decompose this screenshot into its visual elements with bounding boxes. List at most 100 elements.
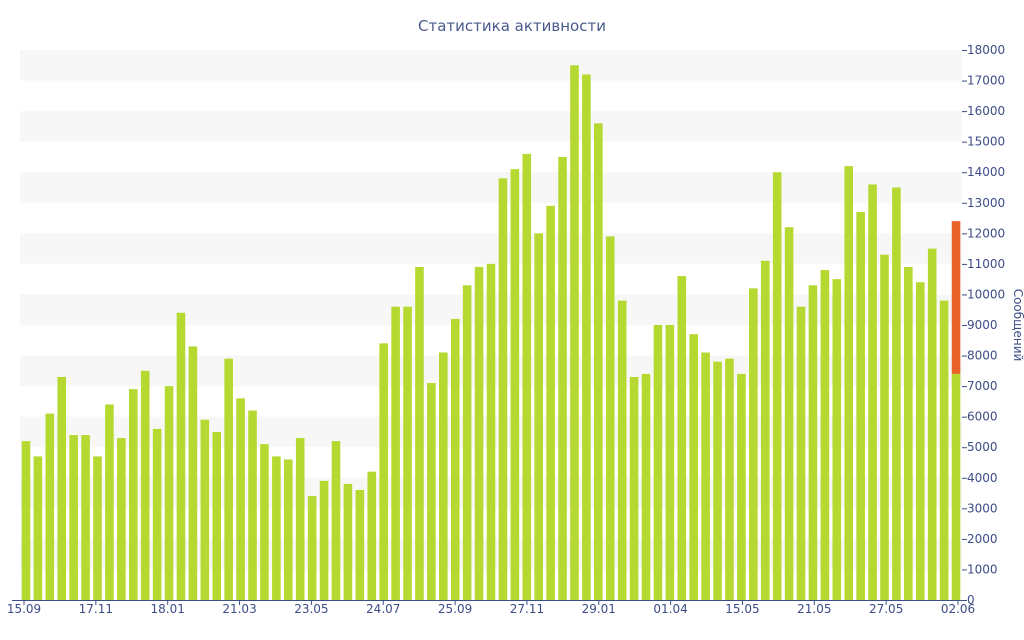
bar	[69, 435, 78, 600]
bar	[164, 386, 174, 600]
bar	[653, 325, 663, 600]
y-tick-label: 2000	[967, 532, 998, 546]
bar	[808, 285, 818, 600]
grid-band	[20, 172, 962, 203]
bar	[510, 169, 520, 600]
bar	[915, 282, 925, 600]
y-tick-label: 18000	[967, 43, 1005, 57]
bar	[474, 266, 484, 600]
bar	[117, 438, 126, 600]
bar	[665, 325, 675, 600]
bar	[641, 373, 651, 600]
grid-band	[20, 111, 962, 142]
bar	[224, 358, 233, 600]
bar	[820, 270, 830, 600]
bar	[248, 410, 257, 600]
bar	[582, 74, 591, 600]
bar	[236, 398, 245, 600]
bar	[283, 459, 293, 600]
bar	[629, 376, 639, 600]
bar	[176, 312, 186, 600]
bar	[737, 373, 746, 600]
x-tick-label: 18.01	[151, 602, 185, 616]
x-tick-label: 02.06	[941, 602, 975, 616]
y-tick-label: 7000	[967, 379, 998, 393]
x-tick-label: 27.05	[869, 602, 903, 616]
bar	[450, 318, 460, 600]
bar	[140, 370, 150, 600]
bar	[677, 276, 687, 600]
x-tick-label: 15.05	[725, 602, 759, 616]
bar	[462, 285, 472, 600]
bar	[295, 438, 305, 600]
bar	[93, 456, 102, 600]
bar	[105, 404, 114, 600]
x-tick-label: 15.09	[7, 602, 41, 616]
bar	[379, 343, 388, 600]
y-tick-label: 11000	[967, 257, 1005, 271]
bar	[403, 306, 412, 600]
bar	[796, 306, 806, 600]
bar	[486, 263, 496, 600]
bar	[605, 236, 615, 600]
bar	[558, 156, 567, 600]
bar	[534, 233, 543, 601]
y-tick-label: 0	[967, 593, 975, 607]
x-tick-label: 24.07	[366, 602, 400, 616]
bar	[617, 300, 627, 600]
bar	[856, 211, 865, 600]
bar	[427, 383, 436, 600]
bar	[391, 306, 400, 600]
bar	[546, 205, 555, 601]
bar	[939, 300, 949, 600]
bar	[272, 456, 281, 600]
bar	[594, 123, 603, 600]
x-tick-label: 21.05	[797, 602, 831, 616]
bar	[212, 431, 222, 600]
bar	[927, 248, 937, 600]
y-tick-label: 17000	[967, 74, 1005, 88]
bar	[701, 352, 710, 600]
bar-highlight	[951, 221, 961, 374]
bar	[951, 373, 961, 600]
grid-band	[20, 50, 962, 81]
chart-title: Статистика активности	[418, 17, 606, 35]
y-tick-label: 9000	[967, 318, 998, 332]
bar	[772, 172, 782, 600]
bar	[570, 65, 579, 601]
bar	[904, 266, 913, 600]
bar	[57, 376, 67, 600]
bar	[689, 334, 699, 600]
y-tick-label: 14000	[967, 165, 1005, 179]
bar	[439, 352, 448, 600]
bar	[355, 490, 365, 600]
bar	[367, 471, 377, 600]
bar	[200, 419, 210, 600]
y-tick-label: 5000	[967, 440, 998, 454]
bar	[844, 166, 854, 600]
y-tick-label: 3000	[967, 501, 998, 515]
y-tick-label: 1000	[967, 562, 998, 576]
y-tick-label: 16000	[967, 104, 1005, 118]
y-tick-label: 6000	[967, 410, 998, 424]
x-tick-label: 01.04	[653, 602, 687, 616]
y-tick-label: 15000	[967, 135, 1005, 149]
bar	[152, 428, 162, 600]
bar	[868, 184, 877, 600]
bar	[880, 254, 889, 600]
bar	[749, 288, 758, 600]
x-tick-label: 23.05	[294, 602, 328, 616]
bar	[45, 413, 55, 600]
x-tick-label: 21.03	[222, 602, 256, 616]
bar	[319, 480, 329, 600]
bar-series	[21, 65, 961, 601]
bar	[343, 483, 353, 600]
bar	[498, 178, 508, 601]
bar	[331, 441, 341, 600]
bar	[892, 187, 901, 600]
y-tick-label: 10000	[967, 287, 1005, 301]
bar	[832, 279, 842, 600]
bar	[188, 346, 198, 600]
